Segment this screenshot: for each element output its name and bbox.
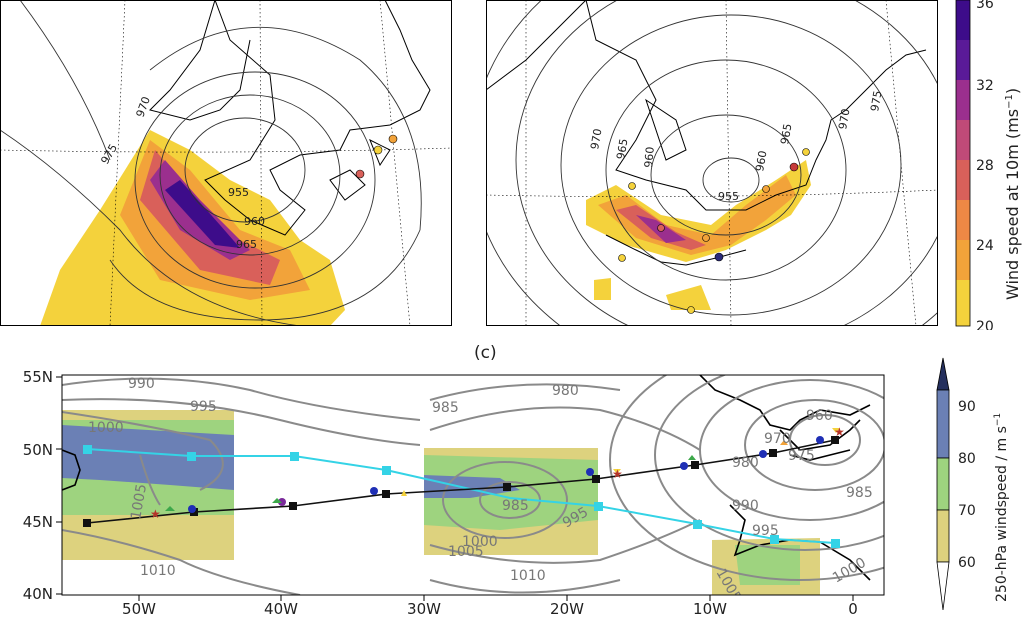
jet-shading [62,410,820,595]
isobar-label: 970 [134,95,153,119]
isobar-labels-b: 970 965 960 955 960 965 970 975 [588,90,884,203]
colorbar-tick: 80 [958,451,976,467]
ensemble-markers: ★ ★ ★ [150,425,845,521]
isobar-label: 975 [788,448,815,464]
svg-text:★: ★ [834,425,845,439]
panel-c: ★ ★ ★ 990 995 1000 1005 1010 980 985 985… [0,330,1024,618]
colorbar-tick: 60 [958,555,976,571]
isobar-label: 1000 [88,420,124,436]
lon-label: 40W [264,600,298,614]
isobars-c [62,375,884,595]
isobar-label: 960 [642,146,657,168]
model-track-points [83,445,840,548]
isobar-label: 980 [732,455,759,471]
colorbar-tick: 36 [976,0,994,12]
colorbar-ticks: 20 24 28 32 36 [976,0,994,335]
isobar-label: 1010 [510,568,546,584]
isobar-label: 960 [753,150,769,173]
axis-ticks-c [56,376,854,601]
isobar-label: 970 [836,108,852,131]
isobar-label: 985 [846,485,873,501]
coastline-b [486,0,927,266]
isobar-label: 1005 [128,483,150,521]
lat-label: 40N [23,585,53,603]
station-markers-b [618,148,810,314]
lon-label: 0 [848,600,858,614]
graticule-b [486,0,938,326]
isobar-label: 970 [588,128,604,151]
isobar-label: 1005 [448,544,484,560]
colorbar-tick: 20 [976,319,994,330]
panel-a-svg: 970 975 955 960 965 [0,0,452,326]
isobar-label: 965 [236,238,257,251]
lon-label: 10W [693,600,727,614]
jet-colorbar: 60 70 80 90 250-hPa windspeed / m s−1 [936,357,1010,611]
isobar-label: 990 [732,498,759,514]
panel-b-svg: 970 965 960 955 960 965 970 975 [486,0,938,326]
isobar-label: 965 [614,138,630,161]
isobar-label: 985 [502,498,529,514]
isobar-label: 975 [868,90,884,113]
lon-label: 20W [550,600,584,614]
lat-labels: 55N 50N 45N 40N [23,368,53,603]
isobars-b [486,0,938,326]
jet-colorbar-ticks: 60 70 80 90 [958,399,976,571]
wind-shading-a [40,130,345,326]
coastline-a [149,0,431,236]
colorbar-tick: 32 [976,78,994,94]
isobar-label: 965 [778,123,794,146]
model-track-line [86,448,836,544]
panel-c-label: (c) [474,343,497,363]
isobar-label: 960 [806,408,833,424]
wind-shading-b [586,160,811,310]
jet-colorbar-label: 250-hPa windspeed / m s−1 [993,413,1010,602]
colorbar-tick: 28 [976,158,994,174]
isobar-label: 955 [718,190,739,203]
isobar-label: 985 [432,400,459,416]
lat-label: 45N [23,513,53,531]
lat-label: 55N [23,368,53,386]
isobar-label: 955 [228,186,249,199]
isobars-a [0,0,422,326]
isobar-label: 1010 [140,563,176,579]
colorbar-tick: 70 [958,503,976,519]
isobar-label: 1000 [462,534,498,550]
colorbar-tick: 24 [976,238,994,254]
lat-label: 50N [23,441,53,459]
lon-label: 30W [407,600,441,614]
isobar-label: 975 [98,142,120,167]
graticule-a [0,0,452,326]
isobar-label: 995 [190,399,217,415]
lon-labels: 50W 40W 30W 20W 10W 0 [122,600,858,618]
lon-label: 50W [122,600,156,614]
isobar-label: 995 [752,523,779,539]
svg-text:★: ★ [612,467,623,481]
colorbar-tick: 90 [958,399,976,415]
colorbar-label: Wind speed at 10m (ms−1) [1003,88,1022,300]
isobar-label: 990 [128,376,155,392]
panel-a-map: 970 975 955 960 965 [0,0,452,326]
isobar-label: 980 [552,383,579,399]
wind-speed-colorbar: 20 24 28 32 36 Wind speed at 10m (ms−1) [952,0,1024,335]
station-markers-a [355,134,398,179]
panel-c-svg: ★ ★ ★ 990 995 1000 1005 1010 980 985 985… [23,357,1010,618]
svg-text:★: ★ [150,507,161,521]
panel-b-map: 970 965 960 955 960 965 970 975 [486,0,938,326]
isobar-label: 960 [244,215,265,228]
isobar-label: 970 [764,431,791,447]
